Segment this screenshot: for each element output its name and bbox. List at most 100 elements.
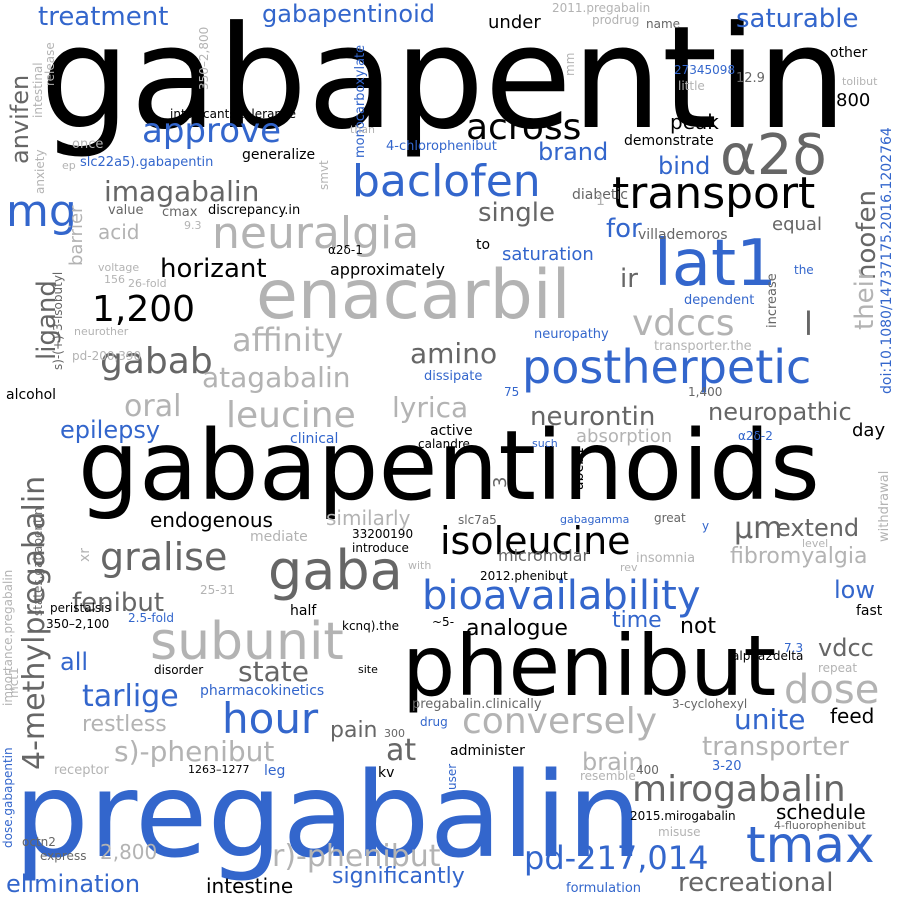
- word-dissipate: dissipate: [424, 369, 483, 384]
- word-leucine: leucine: [226, 395, 356, 436]
- word-at: at: [386, 733, 417, 768]
- word-400: 400: [636, 763, 659, 777]
- word-their: their: [850, 269, 880, 330]
- word-phenibut: phenibut: [402, 617, 777, 715]
- word-s-phenibut: s)-phenibut: [114, 735, 275, 768]
- word-25-31: 25-31: [200, 583, 235, 597]
- word-mediate: mediate: [250, 529, 308, 545]
- word-2011-pregabalin: 2011.pregabalin: [552, 1, 651, 15]
- word-all: all: [60, 648, 89, 676]
- word-lyrica: lyrica: [392, 391, 469, 424]
- word-1263-1277: 1263–1277: [188, 763, 250, 776]
- word-than: than: [350, 123, 375, 136]
- word-27345098: 27345098: [674, 63, 736, 77]
- word-rev: rev: [620, 561, 638, 574]
- word-recreational: recreational: [678, 868, 834, 898]
- word-dose: dose: [784, 667, 880, 713]
- word-neurother: neurother: [74, 325, 129, 338]
- word-slc22a5-gabapentin: slc22a5).gabapentin: [80, 155, 214, 170]
- word-administer: administer: [450, 743, 525, 759]
- word-clinical: clinical: [290, 431, 339, 447]
- word-bind: bind: [658, 152, 711, 180]
- word-transport: transport: [612, 168, 816, 219]
- word-under: under: [488, 12, 541, 33]
- word-noofen: noofen: [852, 190, 882, 280]
- word-pregabalin-clinically: pregabalin.clinically: [412, 697, 542, 712]
- word-4-chlorophenibut: 4-chlorophenibut: [386, 139, 497, 154]
- word-formulation: formulation: [566, 881, 642, 896]
- word-affinity: affinity: [232, 321, 344, 359]
- word-micro-m: μm: [734, 511, 783, 546]
- word-saturable: saturable: [736, 4, 859, 34]
- word-brain: brain: [582, 748, 644, 776]
- word-release: release: [43, 42, 57, 86]
- word-significantly: significantly: [332, 864, 465, 889]
- word-treatment: treatment: [38, 2, 169, 32]
- word-anvifen: anvifen: [6, 74, 34, 164]
- word-dependent: dependent: [684, 293, 755, 308]
- word-state: state: [238, 655, 309, 688]
- word-half: half: [290, 603, 317, 619]
- word-barrier: barrier: [66, 205, 87, 266]
- word-mirogabalin: mirogabalin: [632, 769, 846, 810]
- word-kcnq-the: kcnq).the: [342, 619, 399, 633]
- word-intoxicants-tolerance: intoxicants.tolerance: [170, 107, 297, 121]
- word-unite: unite: [734, 703, 806, 736]
- word-for: for: [606, 214, 642, 244]
- word-tarlige: tarlige: [82, 679, 179, 714]
- word-oral: oral: [124, 389, 182, 424]
- word-gabapentin: gabapentin: [40, 0, 847, 161]
- word-neuropathic: neuropathic: [708, 398, 852, 426]
- word-drug: drug: [420, 715, 448, 729]
- word-brand: brand: [538, 138, 609, 166]
- word-gabagamma: gabagamma: [560, 513, 630, 526]
- word-leg: leg: [264, 763, 286, 779]
- word-monocarboxylate: monocarboxylate: [353, 44, 368, 158]
- word-tmax: tmax: [746, 816, 875, 874]
- word-pharmacokinetics: pharmacokinetics: [200, 683, 325, 699]
- word-imagabalin: imagabalin: [104, 175, 260, 208]
- word-cmax: cmax: [162, 205, 198, 220]
- word-gralise: gralise: [100, 535, 228, 579]
- word-such: such: [532, 437, 558, 450]
- word-mct1: mct1: [7, 667, 21, 698]
- word-3-20: 3-20: [712, 759, 742, 774]
- word-similarly: similarly: [326, 506, 411, 530]
- word-little: little: [678, 79, 705, 93]
- word-conversely: conversely: [462, 701, 658, 742]
- word-gabapentinoids: gabapentinoids: [78, 410, 820, 522]
- word-saturation: saturation: [502, 244, 594, 265]
- word-ep: ep: [62, 159, 76, 172]
- word-misuse: misuse: [658, 825, 701, 839]
- word-epilepsy: epilepsy: [60, 416, 161, 444]
- word-26-fold: 26-fold: [128, 277, 167, 290]
- word-prodrug: prodrug: [592, 13, 640, 27]
- word-active: active: [430, 423, 473, 439]
- word-with: with: [408, 559, 432, 572]
- word-300: 300: [384, 727, 405, 740]
- word-lat1: lat1: [654, 227, 777, 301]
- word-introduce: introduce: [352, 541, 409, 555]
- word-to: to: [476, 237, 491, 253]
- word-75: 75: [504, 385, 520, 399]
- word-across: across: [466, 107, 582, 148]
- word-800: 800: [836, 90, 871, 111]
- word-acid-h: acid: [98, 220, 140, 244]
- word-once: once: [72, 137, 104, 152]
- word-3-cyclohexyl: 3-cyclohexyl: [672, 697, 748, 711]
- word-peak: peak: [670, 110, 719, 134]
- word-bioavailability: bioavailability: [422, 573, 701, 619]
- word-mm: mm: [563, 52, 577, 76]
- word-neurontin: neurontin: [530, 402, 656, 432]
- word-7-3: 7.3: [784, 641, 804, 655]
- word-y: y: [702, 519, 710, 533]
- word-156: 156: [104, 273, 125, 286]
- word-gabab: gabab: [100, 341, 213, 382]
- word-schedule: schedule: [776, 800, 866, 824]
- word-states-gabapentin: states.gabapentin: [31, 507, 45, 616]
- word-2800: 2,800: [100, 840, 158, 864]
- word-subunit: subunit: [150, 612, 344, 672]
- word-demonstrate: demonstrate: [624, 133, 714, 149]
- word-single: single: [478, 198, 555, 228]
